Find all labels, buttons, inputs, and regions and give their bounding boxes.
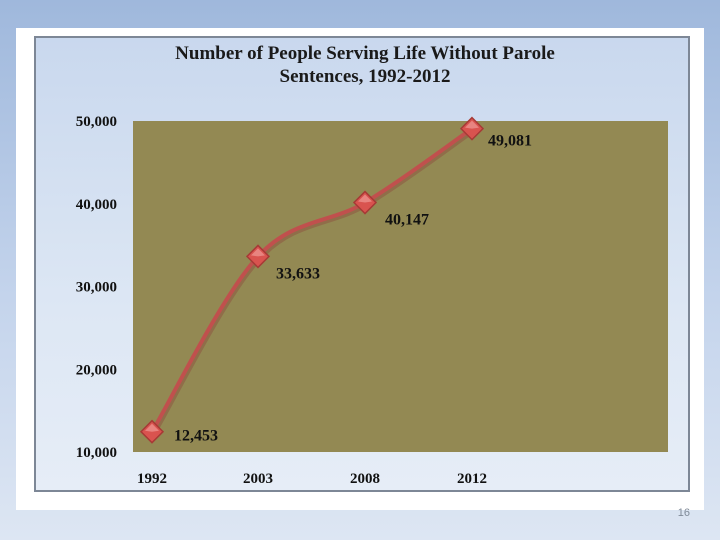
y-tick-label: 50,000 [76, 114, 117, 130]
y-tick-label: 30,000 [76, 280, 117, 296]
data-point-highlight [251, 248, 265, 257]
data-point-highlight [358, 194, 372, 203]
page-number: 16 [677, 507, 690, 519]
series-line [150, 126, 474, 434]
x-tick-label: 2012 [457, 471, 487, 487]
data-label: 33,633 [276, 265, 320, 282]
chart-title-line-2: Sentences, 1992-2012 [280, 66, 451, 87]
data-label: 49,081 [488, 133, 532, 150]
series-line-shadow [151, 128, 475, 435]
plot-area [133, 121, 668, 452]
data-point-highlight [465, 120, 479, 129]
y-tick-label: 20,000 [76, 362, 117, 378]
y-tick-label: 10,000 [76, 445, 117, 461]
y-tick-label: 40,000 [76, 197, 117, 213]
data-label: 40,147 [385, 212, 429, 229]
data-point-highlight [145, 423, 159, 432]
data-label: 12,453 [174, 428, 218, 445]
x-tick-label: 2003 [243, 471, 273, 487]
x-tick-label: 2008 [350, 471, 380, 487]
x-tick-label: 1992 [137, 471, 167, 487]
chart-title-line-1: Number of People Serving Life Without Pa… [175, 43, 555, 64]
